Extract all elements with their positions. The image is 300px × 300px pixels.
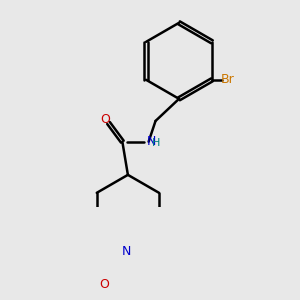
Text: O: O <box>100 113 110 126</box>
Text: O: O <box>99 278 109 291</box>
Text: N: N <box>146 135 156 148</box>
Text: N: N <box>122 245 131 258</box>
Text: H: H <box>152 137 161 148</box>
Text: Br: Br <box>221 73 235 86</box>
